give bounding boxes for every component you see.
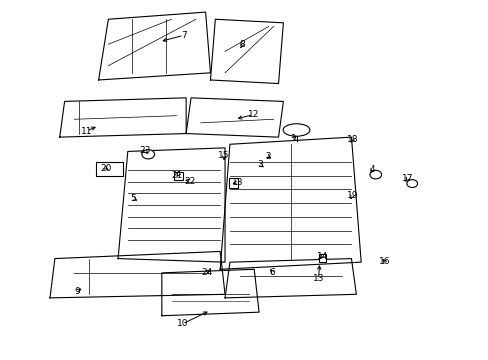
Text: 7: 7 bbox=[181, 31, 186, 40]
Polygon shape bbox=[186, 98, 283, 137]
Circle shape bbox=[406, 180, 417, 188]
Text: 8: 8 bbox=[239, 40, 244, 49]
Text: 20: 20 bbox=[100, 164, 111, 173]
Text: 15: 15 bbox=[218, 151, 229, 160]
Text: 19: 19 bbox=[346, 190, 357, 199]
Text: 22: 22 bbox=[184, 176, 195, 185]
Text: 2: 2 bbox=[264, 152, 270, 161]
Text: 6: 6 bbox=[269, 268, 275, 277]
Text: 18: 18 bbox=[346, 135, 357, 144]
Text: 10: 10 bbox=[176, 319, 187, 328]
Ellipse shape bbox=[283, 124, 309, 136]
Polygon shape bbox=[60, 98, 186, 137]
Text: 14: 14 bbox=[316, 252, 327, 261]
Bar bbox=[96, 162, 122, 176]
Bar bbox=[228, 178, 237, 188]
Circle shape bbox=[142, 150, 154, 159]
Text: 4: 4 bbox=[369, 165, 374, 174]
Text: 3: 3 bbox=[257, 160, 263, 169]
Text: 13: 13 bbox=[312, 274, 324, 283]
Polygon shape bbox=[118, 148, 224, 262]
Text: 13: 13 bbox=[231, 178, 243, 187]
Text: 17: 17 bbox=[401, 175, 412, 184]
Bar bbox=[174, 172, 183, 180]
Polygon shape bbox=[224, 258, 356, 298]
Text: 5: 5 bbox=[130, 194, 136, 203]
Text: 16: 16 bbox=[378, 257, 389, 266]
Polygon shape bbox=[99, 12, 210, 80]
Text: 1: 1 bbox=[290, 134, 296, 143]
Text: 23: 23 bbox=[140, 146, 151, 155]
Polygon shape bbox=[210, 19, 283, 84]
Polygon shape bbox=[220, 137, 361, 269]
Text: 11: 11 bbox=[81, 127, 92, 136]
Text: 24: 24 bbox=[201, 268, 212, 277]
Polygon shape bbox=[50, 251, 224, 298]
Text: 12: 12 bbox=[247, 110, 259, 119]
Text: 21: 21 bbox=[171, 171, 183, 180]
Polygon shape bbox=[162, 269, 259, 316]
Circle shape bbox=[369, 170, 381, 179]
Bar bbox=[318, 254, 325, 262]
Text: 9: 9 bbox=[74, 287, 80, 296]
